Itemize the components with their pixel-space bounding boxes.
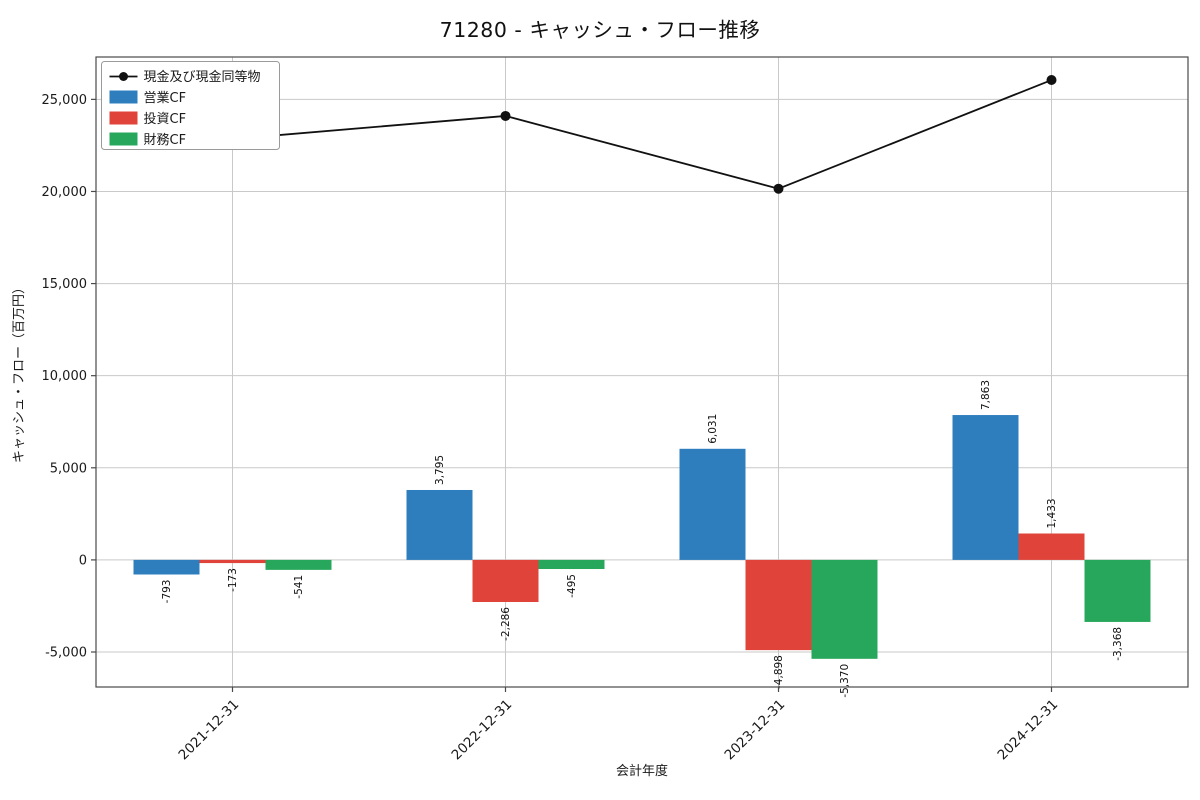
bar-財務CF-2024-12-31 <box>1084 559 1151 622</box>
plot-border <box>95 56 1189 688</box>
x-tick-label: 2023-12-31 <box>722 697 789 764</box>
legend-line-marker <box>119 72 128 81</box>
bar-財務CF-2021-12-31 <box>265 559 332 570</box>
x-tick-label: 2021-12-31 <box>176 697 243 764</box>
y-tick-label: 20,000 <box>42 185 88 200</box>
bar-value-label: 7,863 <box>980 380 992 410</box>
bar-value-label: -541 <box>293 575 305 599</box>
x-axis-label: 会計年度 <box>616 763 668 779</box>
bar-営業CF-2024-12-31 <box>952 415 1019 560</box>
bar-投資CF-2024-12-31 <box>1018 533 1085 560</box>
legend-label-投資CF: 投資CF <box>144 111 187 127</box>
cash-line <box>232 79 1052 190</box>
bar-value-label: 6,031 <box>707 414 719 444</box>
bar-営業CF-2021-12-31 <box>133 559 200 575</box>
bar-営業CF-2023-12-31 <box>679 448 746 560</box>
y-tick-label: -5,000 <box>45 646 87 661</box>
bar-value-label: 1,433 <box>1046 498 1058 528</box>
legend-label-cash-line: 現金及び現金同等物 <box>144 69 261 85</box>
y-tick-label: 25,000 <box>42 93 88 108</box>
bar-value-label: -495 <box>566 574 578 598</box>
x-tick-label: 2024-12-31 <box>995 697 1062 764</box>
y-tick-label: 5,000 <box>50 461 87 476</box>
legend-label-営業CF: 営業CF <box>144 90 187 106</box>
bar-value-label: -5,370 <box>839 664 851 698</box>
y-tick-label: 15,000 <box>42 277 88 292</box>
bar-value-label: 3,795 <box>434 455 446 485</box>
bar-投資CF-2021-12-31 <box>199 559 266 564</box>
legend-swatch-投資CF <box>109 111 138 125</box>
x-tick-label: 2022-12-31 <box>449 697 516 764</box>
legend-swatch-営業CF <box>109 90 138 104</box>
bar-投資CF-2023-12-31 <box>745 559 812 651</box>
legend-label-財務CF: 財務CF <box>144 133 187 148</box>
chart-title: 71280 - キャッシュ・フロー推移 <box>439 18 761 42</box>
bar-value-label: -173 <box>227 568 239 592</box>
legend-swatch-財務CF <box>109 132 138 146</box>
bar-営業CF-2022-12-31 <box>406 489 473 560</box>
bar-財務CF-2023-12-31 <box>811 559 878 659</box>
bar-value-label: -4,898 <box>773 655 785 689</box>
y-tick-label: 0 <box>79 553 87 568</box>
bar-投資CF-2022-12-31 <box>472 559 539 603</box>
bar-財務CF-2022-12-31 <box>538 559 605 570</box>
cash-line-marker <box>1046 75 1057 86</box>
legend <box>101 61 280 150</box>
y-tick-label: 10,000 <box>42 369 88 384</box>
y-axis-label: キャッシュ・フロー（百万円） <box>12 281 27 463</box>
bar-value-label: -793 <box>161 580 173 604</box>
bar-value-label: -2,286 <box>500 607 512 641</box>
cash-line-marker <box>773 183 784 194</box>
cash-line-marker <box>500 110 511 121</box>
bar-value-label: -3,368 <box>1112 627 1124 661</box>
